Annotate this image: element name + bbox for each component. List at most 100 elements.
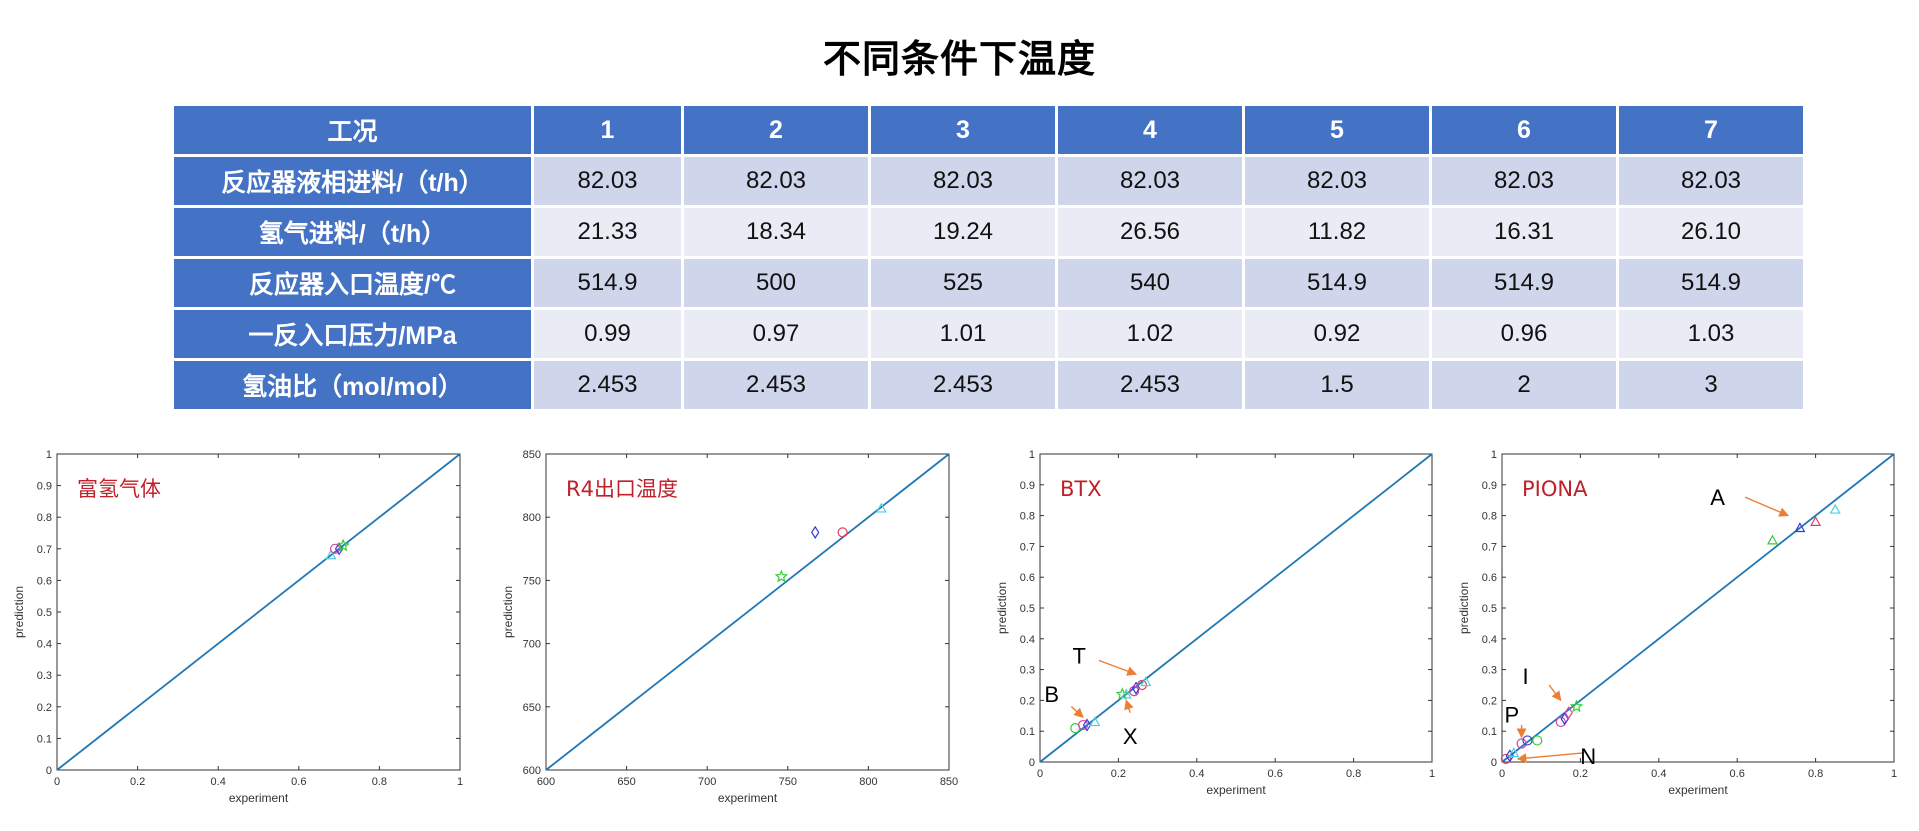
table-cell: 0.97 — [684, 310, 868, 358]
annotation-label: A — [1710, 485, 1725, 510]
chart-1-svg: 600 650 700 750 800 850 600 650 700 750 800 850 expe… — [501, 449, 958, 805]
table-header-cell: 5 — [1245, 106, 1429, 154]
table-header-cell: 4 — [1058, 106, 1242, 154]
data-point — [1569, 699, 1584, 713]
y-axis-label: prediction — [501, 586, 515, 638]
y-tick-label: 850 — [523, 449, 541, 461]
chart-btx: 0 0.2 0.4 0.6 0.8 1 0 0.1 0.2 0.3 0.4 0.5 0.6 0.7 0.8 0… — [974, 440, 1449, 830]
chart-rich-hydrogen-gas: 0 0.2 0.4 0.6 0.8 1 0 0.1 0.2 0.3 0.4 0.5 0.6 0.7 0.8 0… — [0, 440, 475, 830]
table-cell: 0.92 — [1245, 310, 1429, 358]
identity-line — [1039, 453, 1433, 763]
table-cell: 26.10 — [1619, 208, 1803, 256]
annotation-label: T — [1072, 644, 1085, 669]
annotation-label: P — [1504, 702, 1519, 727]
table-cell: 2 — [1432, 361, 1616, 409]
data-point — [1555, 716, 1566, 728]
x-tick-label: 0.6 — [291, 776, 306, 788]
table-cell: 19.24 — [871, 208, 1055, 256]
data-point — [1560, 712, 1569, 726]
data-point — [1522, 735, 1533, 746]
y-tick-label: 0.5 — [1482, 603, 1497, 615]
data-point — [1508, 747, 1520, 757]
x-tick-label: 0.4 — [211, 776, 226, 788]
table-cell: 82.03 — [1245, 157, 1429, 205]
data-point — [1131, 681, 1141, 695]
x-tick-label: 0.4 — [1189, 768, 1204, 780]
x-tick-label: 0 — [1499, 768, 1505, 780]
y-tick-label: 0.2 — [37, 702, 52, 714]
data-point — [1140, 676, 1152, 687]
y-tick-label: 0.7 — [37, 544, 52, 556]
table-cell: 1.03 — [1619, 310, 1803, 358]
x-tick-label: 1 — [1891, 768, 1897, 780]
x-tick-label: 600 — [537, 776, 555, 788]
x-tick-label: 0.8 — [1808, 768, 1823, 780]
chart-piona: 0 0.2 0.4 0.6 0.8 1 0 0.1 0.2 0.3 0.4 0.5 0.6 0.7 0.8 0… — [1434, 440, 1909, 830]
table-cell: 540 — [1058, 259, 1242, 307]
data-point — [875, 502, 887, 513]
table-cell: 514.9 — [1245, 259, 1429, 307]
table-cell: 2.453 — [1058, 361, 1242, 409]
table-cell: 2.453 — [684, 361, 868, 409]
x-tick-label: 0.2 — [130, 776, 145, 788]
y-tick-label: 1 — [1029, 449, 1035, 461]
table-cell: 18.34 — [684, 208, 868, 256]
y-tick-label: 0.8 — [1482, 511, 1497, 523]
y-tick-label: 800 — [523, 512, 541, 524]
annotation-arrow — [1070, 706, 1084, 719]
data-point — [1082, 718, 1092, 732]
chart-3-svg: 0 0.2 0.4 0.6 0.8 1 0 0.1 0.2 0.3 0.4 0.5 0.6 0.7 0.8 0… — [1457, 449, 1897, 797]
data-point — [1829, 503, 1841, 514]
table-header-cell: 3 — [871, 106, 1055, 154]
y-axis-label: prediction — [1457, 582, 1471, 634]
y-tick-label: 0 — [1491, 757, 1497, 769]
table-cell: 16.31 — [1432, 208, 1616, 256]
x-tick-label: 850 — [940, 776, 958, 788]
y-tick-label: 0.7 — [1020, 541, 1035, 553]
table-header-cell: 7 — [1619, 106, 1803, 154]
x-tick-label: 0 — [54, 776, 60, 788]
table-cell: 11.82 — [1245, 208, 1429, 256]
y-tick-label: 0.8 — [1020, 511, 1035, 523]
data-point — [1532, 735, 1543, 746]
x-tick-label: 650 — [617, 776, 635, 788]
data-point — [774, 569, 789, 583]
table-cell: 82.03 — [1432, 157, 1616, 205]
x-tick-label: 700 — [698, 776, 716, 788]
y-tick-label: 0.6 — [37, 575, 52, 587]
annotation-label: N — [1580, 744, 1596, 769]
row-label: 反应器液相进料/（t/h） — [174, 157, 531, 205]
table-cell: 82.03 — [684, 157, 868, 205]
data-point — [1505, 749, 1515, 763]
y-tick-label: 700 — [523, 639, 541, 651]
chart-r4-outlet-temperature: 600 650 700 750 800 850 600 650 700 750 800 850 expe… — [487, 440, 962, 830]
data-point — [1564, 706, 1573, 720]
y-tick-label: 650 — [523, 702, 541, 714]
data-point — [325, 549, 337, 560]
table-row: 氢油比（mol/mol） 2.453 2.453 2.453 2.453 1.5… — [174, 361, 1803, 409]
data-point — [810, 525, 820, 539]
table-row: 反应器液相进料/（t/h） 82.03 82.03 82.03 82.03 82… — [174, 157, 1803, 205]
y-tick-label: 0.8 — [37, 512, 52, 524]
table-cell: 3 — [1619, 361, 1803, 409]
chart-2-svg: 0 0.2 0.4 0.6 0.8 1 0 0.1 0.2 0.3 0.4 0.5 0.6 0.7 0.8 0… — [995, 449, 1435, 797]
table-cell: 1.02 — [1058, 310, 1242, 358]
data-point — [329, 543, 341, 554]
y-tick-label: 0.3 — [1020, 665, 1035, 677]
table-cell: 2.453 — [871, 361, 1055, 409]
chart-title: R4出口温度 — [566, 477, 678, 501]
x-tick-label: 1 — [1429, 768, 1435, 780]
chart-title: BTX — [1060, 477, 1102, 501]
conditions-table: 工况 1 2 3 4 5 6 7 反应器液相进料/（t/h） 82.03 82.… — [171, 103, 1806, 412]
y-tick-label: 0.9 — [1482, 480, 1497, 492]
y-tick-label: 0.5 — [37, 607, 52, 619]
x-tick-label: 0.8 — [372, 776, 387, 788]
identity-line — [1501, 453, 1895, 763]
y-tick-label: 0.3 — [37, 670, 52, 682]
annotation-label: B — [1044, 682, 1059, 707]
table-row: 氢气进料/（t/h） 21.33 18.34 19.24 26.56 11.82… — [174, 208, 1803, 256]
y-axis-label: prediction — [12, 586, 26, 638]
x-tick-label: 0.4 — [1651, 768, 1666, 780]
y-tick-label: 0.4 — [1482, 634, 1497, 646]
x-tick-label: 0.6 — [1268, 768, 1283, 780]
